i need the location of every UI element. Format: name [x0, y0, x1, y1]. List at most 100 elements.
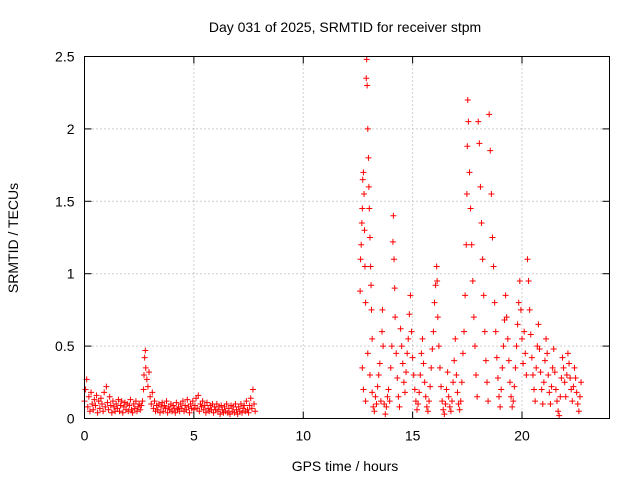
data-point-marker: [148, 401, 155, 408]
data-point-marker: [502, 292, 509, 299]
data-point-marker: [218, 402, 225, 409]
data-point-marker: [445, 393, 452, 400]
data-point-marker: [434, 277, 441, 284]
data-point-marker: [560, 364, 567, 371]
data-point-marker: [390, 212, 397, 219]
data-point-marker: [171, 405, 178, 412]
data-points: [81, 56, 585, 419]
data-point-marker: [482, 357, 489, 364]
data-point-marker: [364, 82, 371, 89]
data-point-marker: [529, 372, 536, 379]
data-point-marker: [387, 364, 394, 371]
data-point-marker: [364, 125, 371, 132]
data-point-marker: [89, 401, 96, 408]
data-point-marker: [137, 406, 144, 413]
data-point-marker: [422, 393, 429, 400]
data-point-marker: [441, 411, 448, 418]
data-point-marker: [516, 277, 523, 284]
data-point-marker: [170, 402, 177, 409]
data-point-marker: [475, 118, 482, 125]
data-point-marker: [520, 360, 527, 367]
data-point-marker: [447, 408, 454, 415]
data-point-marker: [426, 398, 433, 405]
data-point-marker: [503, 314, 510, 321]
data-point-marker: [158, 403, 165, 410]
data-point-marker: [370, 403, 377, 410]
data-point-marker: [497, 403, 504, 410]
data-point-marker: [427, 383, 434, 390]
data-point-marker: [86, 408, 93, 415]
data-point-marker: [119, 409, 126, 416]
data-point-marker: [531, 386, 538, 393]
data-point-marker: [109, 398, 116, 405]
data-point-marker: [232, 401, 239, 408]
data-point-marker: [450, 379, 457, 386]
data-point-marker: [141, 354, 148, 361]
data-point-marker: [358, 220, 365, 227]
data-point-marker: [409, 354, 416, 361]
data-point-marker: [538, 386, 545, 393]
data-point-marker: [91, 396, 98, 403]
data-point-marker: [94, 409, 101, 416]
data-point-marker: [392, 314, 399, 321]
data-point-marker: [90, 406, 97, 413]
data-point-marker: [361, 191, 368, 198]
data-point-marker: [92, 402, 99, 409]
data-point-marker: [403, 369, 410, 376]
data-point-marker: [247, 395, 254, 402]
data-point-marker: [467, 205, 474, 212]
data-point-marker: [397, 325, 404, 332]
data-point-marker: [366, 234, 373, 241]
data-point-marker: [223, 401, 230, 408]
data-point-marker: [85, 393, 92, 400]
data-point-marker: [243, 398, 250, 405]
y-axis-label: SRMTID / TECUs: [5, 183, 21, 293]
data-point-marker: [125, 408, 132, 415]
data-point-marker: [485, 398, 492, 405]
data-point-marker: [492, 328, 499, 335]
data-point-marker: [144, 383, 151, 390]
data-point-marker: [100, 408, 107, 415]
data-point-marker: [173, 399, 180, 406]
data-point-marker: [374, 383, 381, 390]
axis-ticks: [84, 56, 610, 419]
data-point-marker: [139, 398, 146, 405]
data-point-marker: [143, 376, 150, 383]
data-point-marker: [103, 383, 110, 390]
data-point-marker: [399, 360, 406, 367]
data-point-marker: [456, 406, 463, 413]
data-point-marker: [561, 379, 568, 386]
data-point-marker: [566, 360, 573, 367]
data-point-marker: [142, 347, 149, 354]
data-point-marker: [461, 328, 468, 335]
data-point-marker: [147, 393, 154, 400]
data-point-marker: [82, 386, 89, 393]
data-point-marker: [451, 357, 458, 364]
data-point-marker: [245, 409, 252, 416]
data-point-marker: [217, 411, 224, 418]
data-point-marker: [523, 372, 530, 379]
data-point-marker: [446, 403, 453, 410]
data-point-marker: [134, 408, 140, 415]
data-point-marker: [423, 403, 430, 410]
data-point-marker: [557, 393, 564, 400]
data-point-marker: [480, 292, 487, 299]
data-point-marker: [252, 408, 259, 415]
axis-tick-labels: 0 5 10 15 20 0 0.5 1 1.5 2 2.5: [55, 49, 530, 444]
data-point-marker: [573, 389, 580, 396]
data-point-marker: [532, 398, 539, 405]
data-point-marker: [470, 314, 477, 321]
data-point-marker: [528, 354, 535, 361]
data-point-marker: [383, 403, 390, 410]
y-tick-label: 0: [67, 411, 75, 427]
data-point-marker: [432, 282, 439, 289]
data-point-marker: [535, 321, 542, 328]
data-point-marker: [162, 405, 169, 412]
data-point-marker: [388, 343, 395, 350]
data-point-marker: [358, 241, 365, 248]
data-point-marker: [549, 364, 556, 371]
data-point-marker: [102, 403, 109, 410]
data-point-marker: [474, 393, 481, 400]
data-point-marker: [113, 401, 120, 408]
